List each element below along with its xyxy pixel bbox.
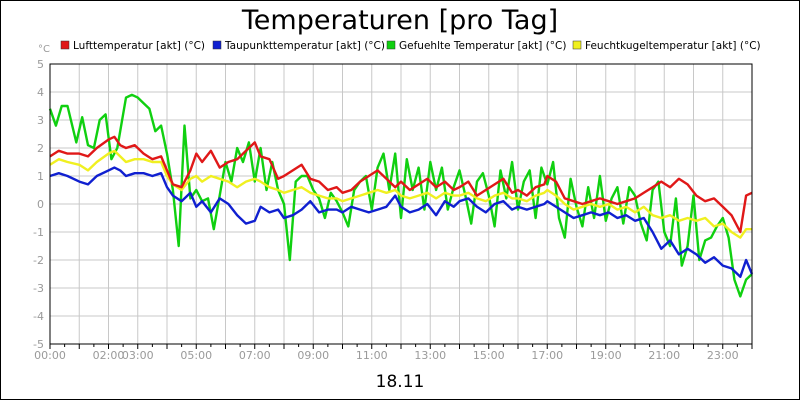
legend-swatch xyxy=(60,40,70,50)
y-axis-ticks: 5 4 3 2 1 0 -1 -2 -3 -4 -5 xyxy=(33,58,44,351)
x-tick-label: 02:00 xyxy=(93,349,125,362)
y-tick-label: -1 xyxy=(33,226,44,239)
series-lines xyxy=(48,93,754,298)
y-axis-unit: °C xyxy=(38,44,50,55)
y-tick-label: 2 xyxy=(37,142,44,155)
legend-swatch xyxy=(386,40,396,50)
x-tick-label: 09:00 xyxy=(297,349,329,362)
legend-label: Gefuehlte Temperatur [akt] (°C) xyxy=(399,40,566,52)
legend-swatch xyxy=(572,40,582,50)
y-tick-label: 4 xyxy=(37,86,44,99)
x-tick-label: 13:00 xyxy=(414,349,446,362)
legend: Lufttemperatur [akt] (°C) Taupunkttempera… xyxy=(60,40,761,52)
series-line xyxy=(49,149,752,239)
y-tick-label: 5 xyxy=(37,58,44,71)
y-tick-label: -2 xyxy=(33,254,44,267)
x-tick-label: 07:00 xyxy=(239,349,271,362)
x-tick-label: 23:00 xyxy=(707,349,739,362)
legend-label: Lufttemperatur [akt] (°C) xyxy=(73,40,205,52)
series-line xyxy=(49,135,753,234)
x-tick-label: 11:00 xyxy=(356,349,388,362)
plot-area xyxy=(49,63,753,345)
legend-item: Taupunkttemperatur [akt] (°C) xyxy=(212,40,385,52)
legend-swatch xyxy=(212,40,222,50)
y-tick-label: 0 xyxy=(37,198,44,211)
y-tick-label: 3 xyxy=(37,114,44,127)
x-tick-label: 17:00 xyxy=(531,349,563,362)
legend-item: Lufttemperatur [akt] (°C) xyxy=(60,40,205,52)
y-tick-label: -3 xyxy=(33,282,44,295)
x-tick-label: 03:00 xyxy=(122,349,154,362)
y-tick-label: -5 xyxy=(33,338,44,351)
legend-label: Feuchtkugeltemperatur [akt] (°C) xyxy=(585,40,761,52)
x-tick-label: 15:00 xyxy=(473,349,505,362)
y-tick-label: 1 xyxy=(37,170,44,183)
legend-label: Taupunkttemperatur [akt] (°C) xyxy=(224,40,385,52)
legend-item: Gefuehlte Temperatur [akt] (°C) xyxy=(386,40,566,52)
date-label: 18.11 xyxy=(376,372,425,392)
chart-title: Temperaturen [pro Tag] xyxy=(241,5,558,36)
x-tick-label: 21:00 xyxy=(648,349,680,362)
x-tick-label: 00:00 xyxy=(34,349,66,362)
legend-item: Feuchtkugeltemperatur [akt] (°C) xyxy=(572,40,761,52)
series-line xyxy=(49,166,754,278)
x-tick-label: 05:00 xyxy=(180,349,212,362)
x-tick-label: 19:00 xyxy=(590,349,622,362)
y-tick-label: -4 xyxy=(33,310,44,323)
